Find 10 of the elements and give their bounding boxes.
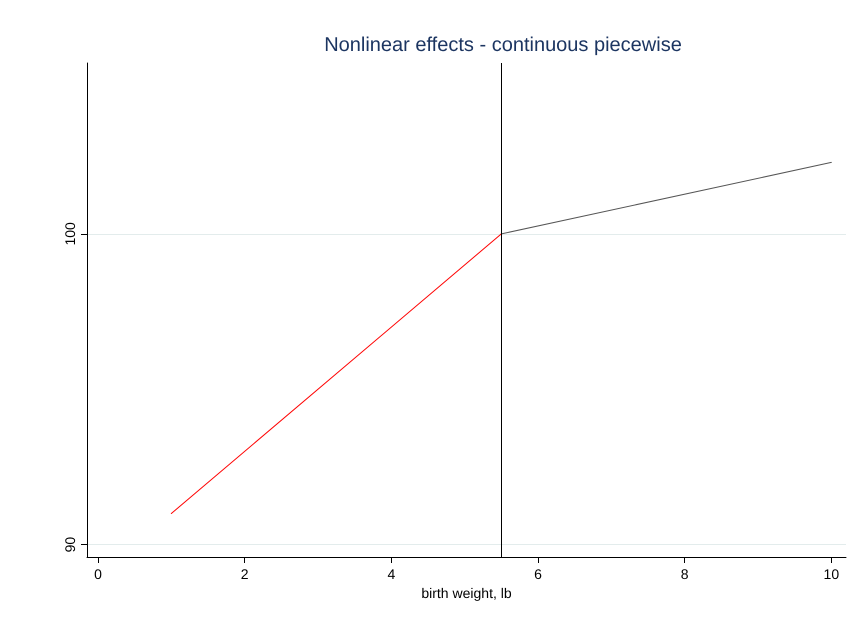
x-tick-label: 4 — [387, 566, 396, 582]
x-axis-title: birth weight, lb — [421, 584, 512, 601]
y-tick-label: 90 — [62, 536, 78, 552]
x-tick-label: 8 — [680, 566, 689, 582]
chart-title: Nonlinear effects - continuous piecewise — [324, 34, 682, 56]
x-tick-label: 6 — [534, 566, 542, 582]
x-tick-label: 2 — [240, 566, 249, 582]
x-tick-label: 10 — [824, 566, 840, 582]
y-tick-label: 100 — [62, 222, 78, 246]
x-tick-label: 0 — [94, 566, 102, 582]
